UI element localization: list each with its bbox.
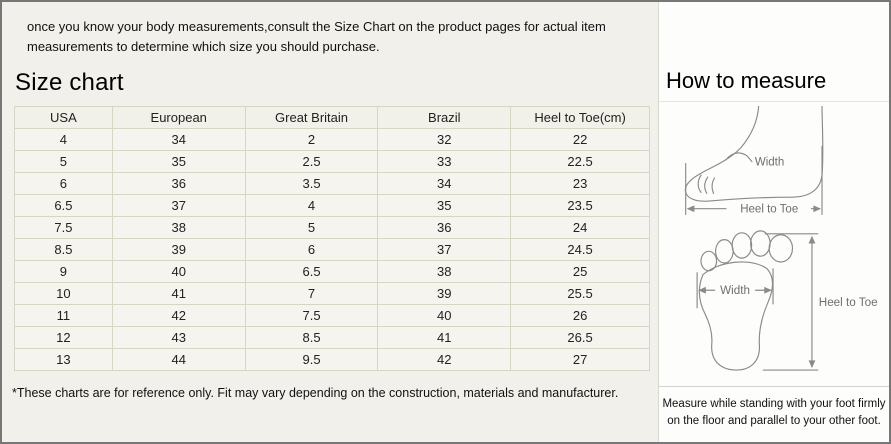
table-cell: 13 — [14, 348, 113, 371]
table-cell: 23.5 — [510, 194, 650, 217]
table-cell: 10 — [14, 282, 113, 305]
table-cell: 7.5 — [244, 304, 379, 327]
table-row: 7.5 38 5 36 24 — [14, 216, 650, 239]
table-cell: 5 — [14, 150, 113, 173]
table-cell: 41 — [377, 326, 512, 349]
table-cell: 42 — [377, 348, 512, 371]
measure-note: Measure while standing with your foot fi… — [659, 385, 889, 443]
table-row: 5 35 2.5 33 22.5 — [14, 150, 650, 173]
table-cell: 35 — [377, 194, 512, 217]
table-cell: 38 — [111, 216, 246, 239]
table-cell: 6.5 — [244, 260, 379, 283]
table-cell: 42 — [111, 304, 246, 327]
table-cell: 6 — [14, 172, 113, 195]
table-cell: 6 — [244, 238, 379, 261]
table-cell: 40 — [111, 260, 246, 283]
table-cell: 36 — [377, 216, 512, 239]
table-cell: 41 — [111, 282, 246, 305]
table-cell: 2 — [244, 128, 379, 151]
table-cell: 26.5 — [510, 326, 650, 349]
table-row: 8.5 39 6 37 24.5 — [14, 238, 650, 261]
side-width-label: Width — [754, 157, 783, 169]
table-cell: 6.5 — [14, 194, 113, 217]
table-cell: 9 — [14, 260, 113, 283]
table-cell: 11 — [14, 304, 113, 327]
column-header: USA — [14, 106, 113, 129]
table-cell: 4 — [244, 194, 379, 217]
table-cell: 12 — [14, 326, 113, 349]
table-cell: 27 — [510, 348, 650, 371]
table-cell: 37 — [377, 238, 512, 261]
table-cell: 38 — [377, 260, 512, 283]
table-cell: 8.5 — [244, 326, 379, 349]
foot-side-view-diagram: Width Heel to Toe — [684, 106, 823, 216]
table-cell: 37 — [111, 194, 246, 217]
how-to-measure-title: How to measure — [659, 2, 889, 102]
table-cell: 24 — [510, 216, 650, 239]
table-cell: 39 — [377, 282, 512, 305]
table-cell: 5 — [244, 216, 379, 239]
size-table-head-row: USA European Great Britain Brazil Heel to To… — [14, 106, 650, 129]
foot-sole-diagram: Width Heel to Toe — [696, 230, 878, 371]
reference-footnote: *These charts are for reference only. Fi… — [12, 386, 619, 400]
table-cell: 25 — [510, 260, 650, 283]
table-row: 6 36 3.5 34 23 — [14, 172, 650, 195]
table-cell: 2.5 — [244, 150, 379, 173]
table-cell: 7.5 — [14, 216, 113, 239]
table-row: 12 43 8.5 41 26.5 — [14, 326, 650, 349]
sole-width-label: Width — [720, 284, 750, 297]
column-header: European — [111, 106, 246, 129]
table-cell: 24.5 — [510, 238, 650, 261]
table-cell: 26 — [510, 304, 650, 327]
side-length-label: Heel to Toe — [740, 204, 798, 216]
size-chart-section: once you know your body measurements,con… — [2, 2, 658, 442]
table-cell: 3.5 — [244, 172, 379, 195]
column-header: Great Britain — [244, 106, 379, 129]
table-cell: 23 — [510, 172, 650, 195]
table-cell: 9.5 — [244, 348, 379, 371]
table-row: 10 41 7 39 25.5 — [14, 282, 650, 305]
size-table-body: 4 34 2 32 22 5 35 2.5 33 22.5 6 36 3.5 34 23 6.5 37 4 35 23… — [14, 128, 650, 371]
table-cell: 8.5 — [14, 238, 113, 261]
how-to-measure-section: How to measure Width Heel to Toe — [658, 2, 889, 442]
table-cell: 33 — [377, 150, 512, 173]
table-cell: 7 — [244, 282, 379, 305]
size-chart-table: USA European Great Britain Brazil Heel to To… — [14, 106, 650, 371]
table-cell: 43 — [111, 326, 246, 349]
column-header: Brazil — [377, 106, 512, 129]
table-cell: 32 — [377, 128, 512, 151]
table-cell: 35 — [111, 150, 246, 173]
measure-diagrams: Width Heel to Toe — [659, 102, 889, 386]
table-cell: 34 — [111, 128, 246, 151]
table-row: 9 40 6.5 38 25 — [14, 260, 650, 283]
table-row: 11 42 7.5 40 26 — [14, 304, 650, 327]
intro-text: once you know your body measurements,con… — [27, 19, 606, 54]
table-cell: 36 — [111, 172, 246, 195]
table-cell: 34 — [377, 172, 512, 195]
table-cell: 4 — [14, 128, 113, 151]
table-cell: 25.5 — [510, 282, 650, 305]
table-cell: 22.5 — [510, 150, 650, 173]
table-cell: 39 — [111, 238, 246, 261]
table-row: 4 34 2 32 22 — [14, 128, 650, 151]
table-row: 13 44 9.5 42 27 — [14, 348, 650, 371]
table-cell: 40 — [377, 304, 512, 327]
table-cell: 44 — [111, 348, 246, 371]
column-header: Heel to Toe(cm) — [510, 106, 650, 129]
size-chart-title: Size chart — [15, 69, 124, 96]
table-row: 6.5 37 4 35 23.5 — [14, 194, 650, 217]
sole-length-label: Heel to Toe — [819, 296, 878, 309]
table-cell: 22 — [510, 128, 650, 151]
